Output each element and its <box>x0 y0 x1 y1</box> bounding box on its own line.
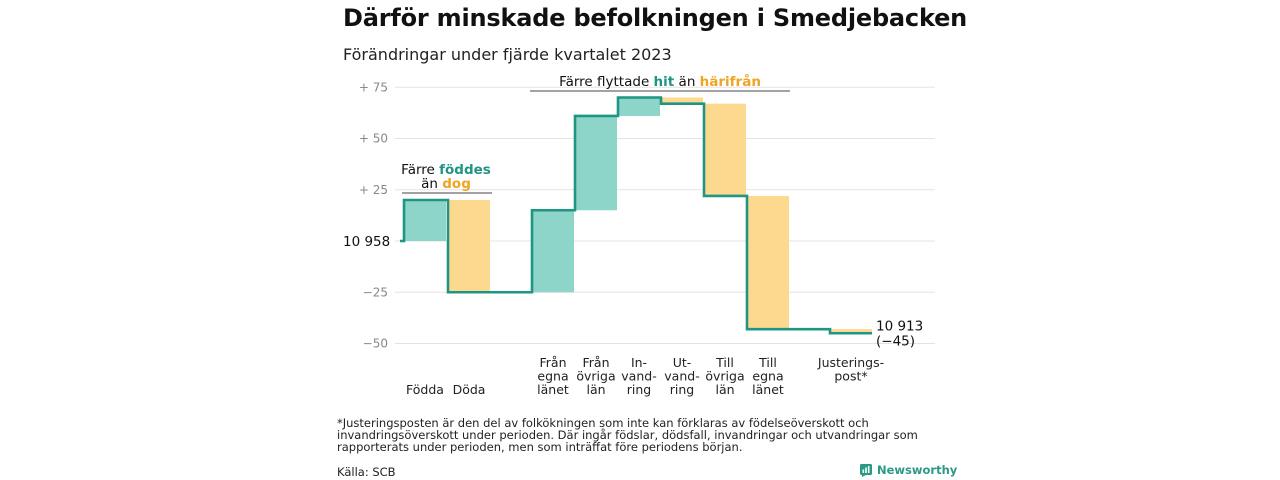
waterfall-bar <box>404 200 446 241</box>
waterfall-bar <box>618 97 660 116</box>
category-label: Justerings- <box>817 355 884 370</box>
y-tick-label: + 25 <box>359 183 388 197</box>
category-label: egna <box>752 369 783 384</box>
category-label: Födda <box>406 382 444 397</box>
brand-logo: Newsworthy <box>860 463 957 477</box>
category-label: vand- <box>664 369 699 384</box>
category-label: post* <box>834 369 867 384</box>
y-tick-label: + 50 <box>359 132 388 146</box>
category-label: ring <box>670 382 694 397</box>
brand-name: Newsworthy <box>877 463 958 477</box>
waterfall-bar <box>830 329 872 334</box>
footnote: *Justeringsposten är den del av folkökni… <box>337 416 918 454</box>
y-tick-label: −25 <box>363 285 388 299</box>
category-label: länet <box>537 382 569 397</box>
category-label: Döda <box>453 382 486 397</box>
births-annotation-line1: Färre föddes <box>401 162 491 178</box>
newsworthy-icon <box>860 463 872 477</box>
moves-annotation: Färre flyttade hit än härifrån <box>559 73 761 90</box>
category-label: Ut- <box>673 355 692 370</box>
births-annotation-line2: än dog <box>421 176 471 192</box>
category-label: ring <box>627 382 651 397</box>
category-label: Till <box>758 355 777 370</box>
category-label: län <box>715 382 734 397</box>
chart-title: Därför minskade befolkningen i Smedjebac… <box>343 4 968 32</box>
waterfall-bar <box>747 195 789 330</box>
waterfall-bar <box>704 103 746 196</box>
category-label: Från <box>539 355 566 370</box>
category-label: övriga <box>576 369 615 384</box>
category-label: länet <box>752 382 784 397</box>
category-label: In- <box>631 355 647 370</box>
waterfall-bar <box>448 200 490 293</box>
baseline-label: 10 958 <box>343 234 390 250</box>
y-tick-label: −50 <box>363 337 388 351</box>
cumulative-line <box>400 96 872 335</box>
end-value-label: 10 913 <box>876 318 923 334</box>
waterfall-bar <box>532 210 574 293</box>
category-label: Till <box>715 355 734 370</box>
category-label: Från <box>582 355 609 370</box>
end-change-label: (−45) <box>876 333 915 349</box>
category-label: vand- <box>621 369 656 384</box>
y-tick-label: + 75 <box>359 80 388 94</box>
source-label: Källa: SCB <box>337 465 396 479</box>
chart-subtitle: Förändringar under fjärde kvartalet 2023 <box>343 45 672 64</box>
category-label: övriga <box>705 369 744 384</box>
category-label: län <box>586 382 605 397</box>
category-label: egna <box>537 369 568 384</box>
waterfall-bar <box>575 115 617 211</box>
waterfall-bar <box>661 97 703 104</box>
